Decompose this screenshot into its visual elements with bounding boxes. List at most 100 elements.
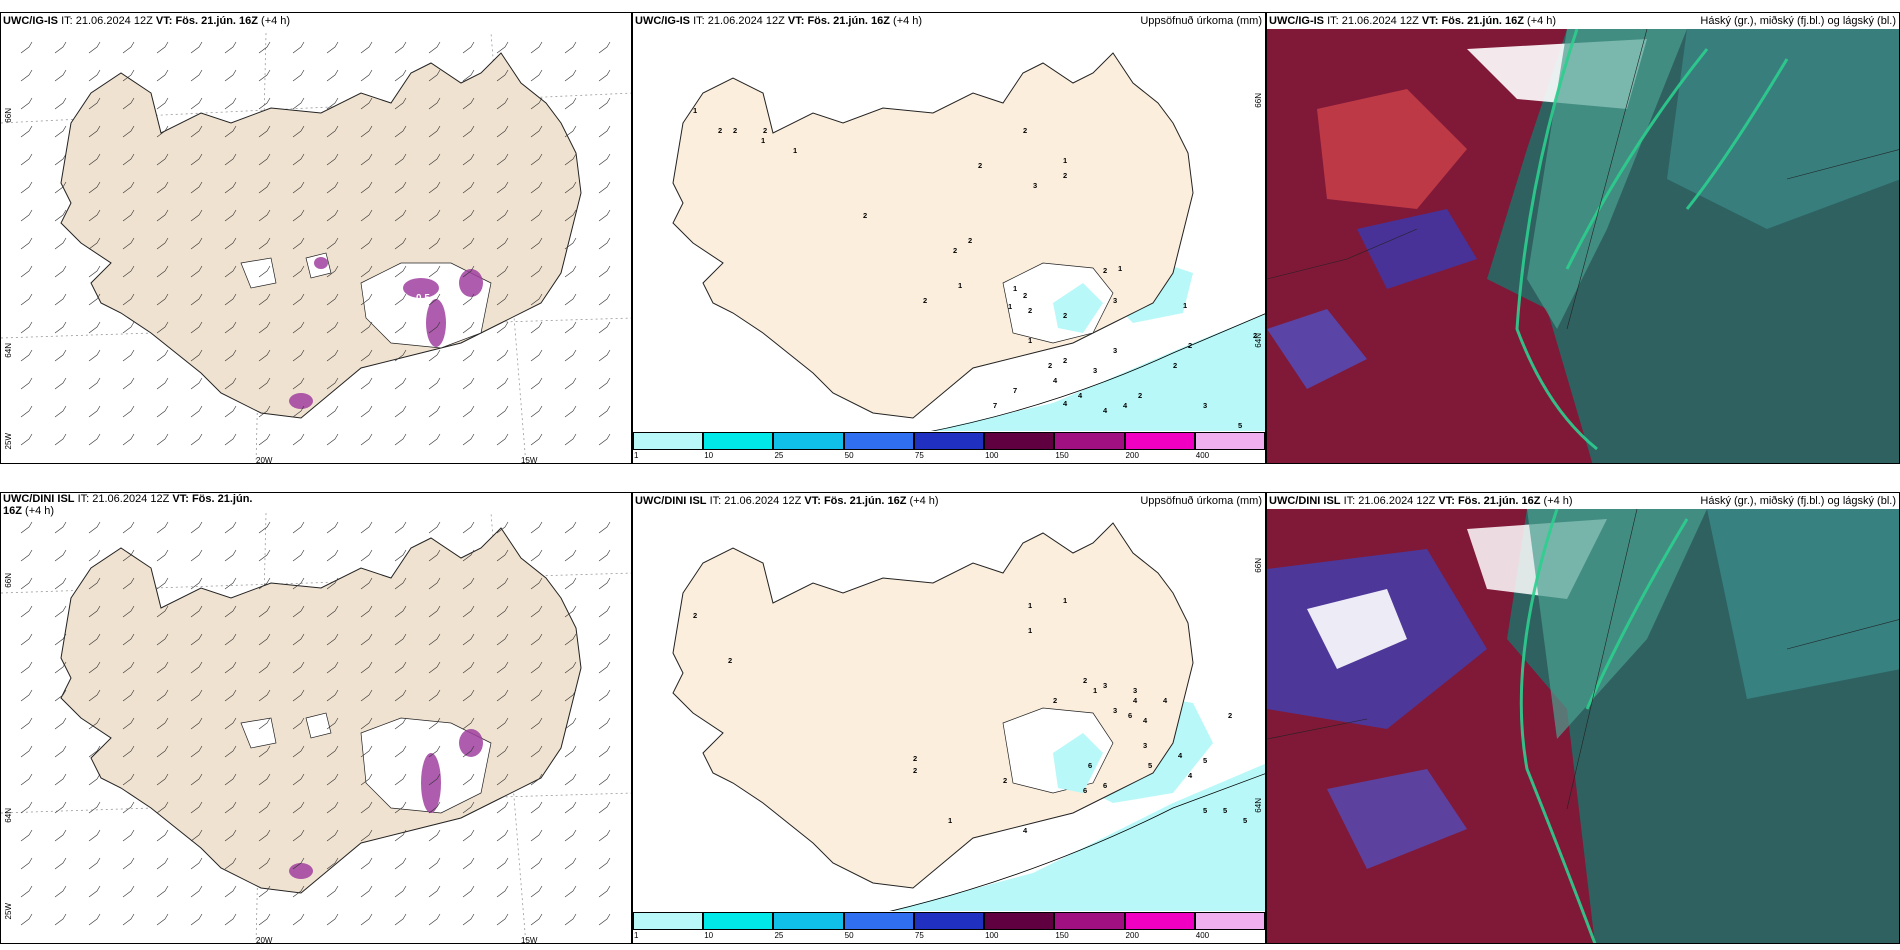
wind-barb bbox=[292, 549, 305, 562]
wind-barb bbox=[564, 577, 577, 590]
wind-barb bbox=[360, 181, 373, 194]
wind-barb bbox=[462, 433, 475, 446]
panel-header: UWC/IG-IS IT: 21.06.2024 12Z VT: Fös. 21… bbox=[3, 15, 291, 27]
wind-barb bbox=[496, 521, 509, 534]
lat-label: 64N bbox=[4, 808, 13, 823]
wind-barb bbox=[360, 773, 373, 786]
wind-barb bbox=[156, 801, 169, 814]
wind-barb bbox=[428, 577, 441, 590]
wind-barb bbox=[224, 913, 237, 926]
wind-barb bbox=[292, 605, 305, 618]
wind-barb bbox=[360, 153, 373, 166]
wind-barb bbox=[190, 857, 203, 870]
wind-barb bbox=[564, 237, 577, 250]
wind-barb bbox=[224, 549, 237, 562]
wind-barb bbox=[292, 857, 305, 870]
wind-barb bbox=[156, 41, 169, 54]
wind-barb bbox=[598, 885, 611, 898]
wind-barb bbox=[496, 377, 509, 390]
svg-text:2: 2 bbox=[1023, 126, 1027, 135]
wind-barb bbox=[462, 41, 475, 54]
panel-header: UWC/DINI ISL IT: 21.06.2024 12Z VT: Fös.… bbox=[3, 493, 253, 517]
wind-barb bbox=[122, 293, 135, 306]
wind-barb bbox=[496, 209, 509, 222]
wind-barb bbox=[394, 829, 407, 842]
wind-barb bbox=[54, 377, 67, 390]
wind-barb bbox=[462, 265, 475, 278]
wind-barb bbox=[394, 265, 407, 278]
wind-barb bbox=[326, 745, 339, 758]
colorbar-label: 400 bbox=[1195, 451, 1210, 460]
wind-barb bbox=[122, 801, 135, 814]
colorbar-label: 200 bbox=[1125, 931, 1139, 940]
wind-barb bbox=[122, 125, 135, 138]
svg-text:4: 4 bbox=[1103, 406, 1108, 415]
svg-text:2: 2 bbox=[693, 611, 697, 620]
wind-barb bbox=[326, 349, 339, 362]
wind-barb bbox=[462, 521, 475, 534]
svg-text:5: 5 bbox=[1238, 421, 1242, 430]
lat-label: 66N bbox=[4, 573, 13, 588]
wind-barb bbox=[190, 885, 203, 898]
svg-text:1: 1 bbox=[1028, 601, 1032, 610]
wind-barb bbox=[156, 689, 169, 702]
wind-barb bbox=[88, 857, 101, 870]
wind-barb bbox=[564, 377, 577, 390]
wind-barb bbox=[462, 689, 475, 702]
wind-barb bbox=[258, 549, 271, 562]
wind-barb bbox=[224, 293, 237, 306]
wind-barb bbox=[462, 237, 475, 250]
wind-barb bbox=[156, 97, 169, 110]
colorbar-swatch bbox=[633, 912, 704, 930]
wind-barb bbox=[156, 433, 169, 446]
wind-barb bbox=[258, 125, 271, 138]
wind-barb bbox=[156, 661, 169, 674]
wind-barb bbox=[530, 801, 543, 814]
wind-barb bbox=[88, 549, 101, 562]
model-name: UWC/DINI ISL bbox=[3, 493, 75, 505]
svg-text:2: 2 bbox=[1048, 361, 1052, 370]
wind-barb bbox=[326, 857, 339, 870]
panel-precip-dini-isl: UWC/DINI ISL IT: 21.06.2024 12Z VT: Fös.… bbox=[632, 492, 1266, 944]
svg-text:1: 1 bbox=[1028, 336, 1032, 345]
wind-barb bbox=[292, 125, 305, 138]
wind-barb bbox=[224, 577, 237, 590]
wind-barb bbox=[224, 857, 237, 870]
wind-barb bbox=[122, 549, 135, 562]
wind-barb bbox=[462, 857, 475, 870]
wind-barb bbox=[564, 829, 577, 842]
wind-barb bbox=[428, 41, 441, 54]
wind-barb bbox=[564, 689, 577, 702]
lead-time: (+4 h) bbox=[25, 505, 55, 517]
wind-barb bbox=[360, 885, 373, 898]
colorbar-label: 10 bbox=[704, 451, 714, 460]
colorbar-label: 150 bbox=[1055, 931, 1069, 940]
wind-barb bbox=[394, 885, 407, 898]
wind-barb bbox=[122, 321, 135, 334]
wind-barb bbox=[224, 433, 237, 446]
wind-barb bbox=[564, 549, 577, 562]
model-name: UWC/IG-IS bbox=[3, 15, 58, 27]
wind-barb bbox=[156, 405, 169, 418]
wind-barb bbox=[88, 633, 101, 646]
wind-barb bbox=[20, 237, 33, 250]
wind-barb bbox=[224, 633, 237, 646]
wind-barb bbox=[564, 265, 577, 278]
wind-barb bbox=[462, 745, 475, 758]
wind-barb bbox=[530, 857, 543, 870]
wind-barb bbox=[530, 829, 543, 842]
wind-barb bbox=[496, 69, 509, 82]
wind-barb bbox=[224, 661, 237, 674]
wind-barb bbox=[156, 745, 169, 758]
wind-barb bbox=[292, 717, 305, 730]
wind-barb bbox=[88, 433, 101, 446]
wind-barb bbox=[496, 689, 509, 702]
wind-barb bbox=[122, 349, 135, 362]
wind-barb bbox=[156, 857, 169, 870]
colorbar-swatch bbox=[773, 432, 844, 450]
lat-label: 64N bbox=[1254, 798, 1263, 813]
wind-barb bbox=[496, 745, 509, 758]
wind-barb bbox=[156, 153, 169, 166]
wind-barb bbox=[20, 265, 33, 278]
wind-barb bbox=[88, 521, 101, 534]
